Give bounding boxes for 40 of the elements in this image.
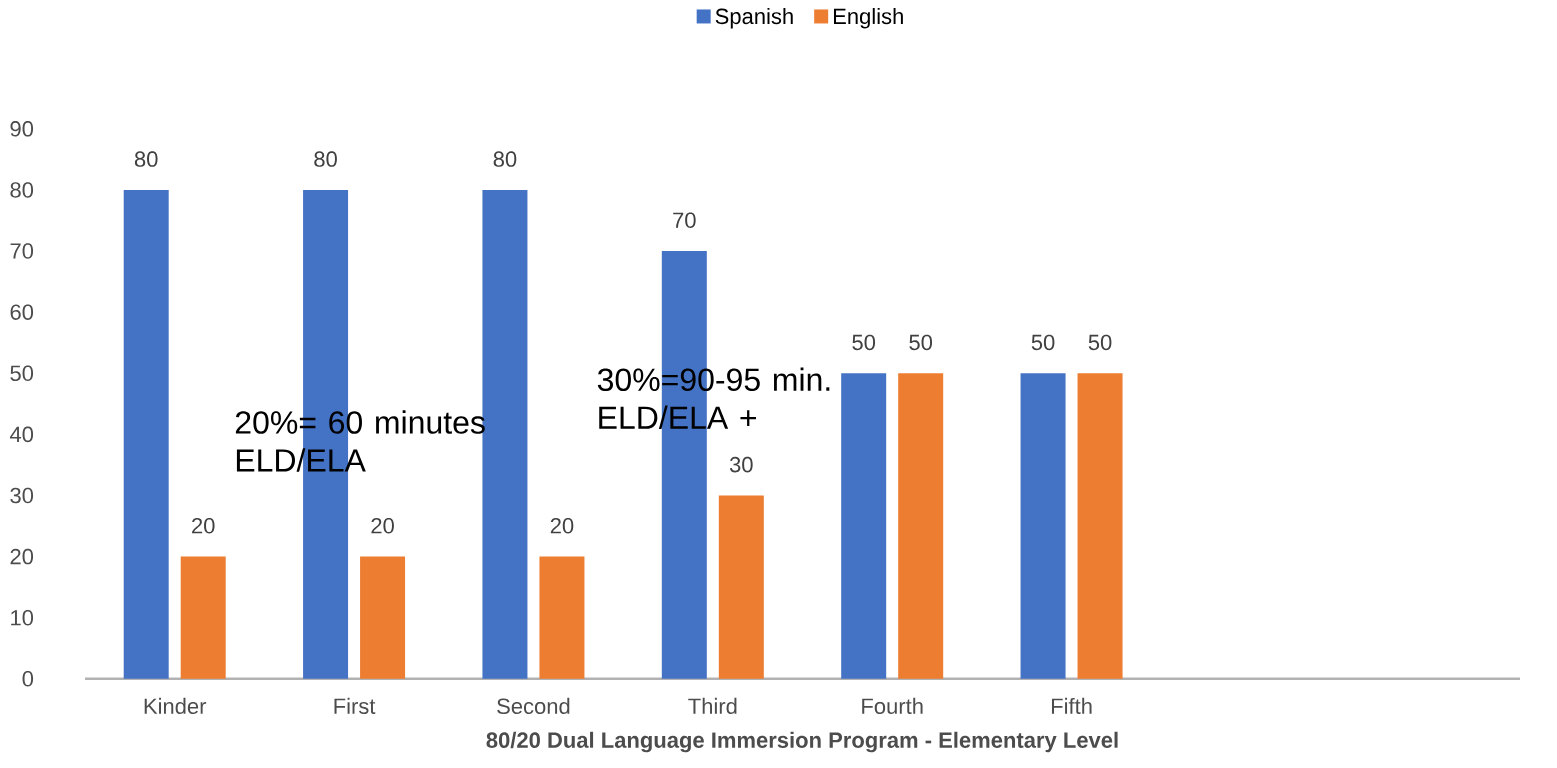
data-label: 20 — [550, 518, 574, 534]
y-tick-label: 30 — [10, 487, 34, 504]
bar — [360, 556, 406, 679]
y-tick-label: 70 — [10, 243, 34, 259]
x-tick-label: Second — [497, 697, 570, 715]
x-tick-label: Kinder — [144, 697, 207, 715]
data-label: 30 — [729, 456, 753, 473]
bar — [841, 373, 887, 679]
bar — [718, 495, 764, 679]
x-axis-title: 80/20 Dual Language Immersion Program - Elementary Level — [486, 731, 1118, 753]
y-tick-label: 60 — [10, 304, 34, 321]
y-tick-label: 40 — [9, 426, 34, 443]
x-tick-label: Fifth — [1051, 697, 1092, 715]
y-tick-label: 90 — [10, 121, 34, 137]
y-tick-label: 20 — [10, 548, 34, 565]
y-tick-label: 10 — [11, 610, 34, 626]
y-tick-label: 50 — [10, 365, 34, 382]
y-tick-label: 0 — [22, 671, 34, 687]
bar — [1020, 373, 1066, 679]
data-label: 20 — [371, 518, 394, 534]
data-label: 50 — [1088, 334, 1112, 351]
data-label: 80 — [314, 151, 337, 167]
y-tick-label: 80 — [10, 182, 34, 198]
data-label: 50 — [909, 334, 933, 351]
legend-label: English — [833, 8, 903, 29]
bar — [898, 373, 944, 679]
bar — [123, 190, 169, 679]
data-label: 80 — [134, 151, 158, 167]
bar — [539, 556, 585, 679]
data-label: 50 — [1031, 334, 1055, 351]
data-label: 20 — [192, 518, 215, 534]
x-tick-label: First — [334, 697, 376, 715]
data-label: 80 — [493, 151, 517, 167]
data-label: 70 — [673, 212, 696, 229]
x-tick-label: Third — [688, 697, 737, 715]
legend-label: Spanish — [715, 8, 793, 29]
data-label: 50 — [852, 334, 876, 351]
bar — [180, 556, 226, 679]
bar — [1077, 373, 1123, 679]
x-tick-label: Fourth — [862, 697, 923, 715]
